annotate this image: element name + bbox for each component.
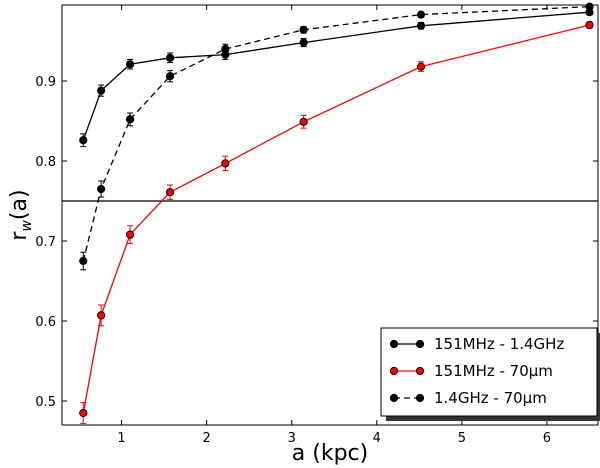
data-point [79, 408, 88, 418]
legend-marker [415, 339, 425, 349]
series-line [82, 24, 590, 414]
y-axis-label-sub: w [19, 220, 35, 232]
data-point [125, 60, 135, 69]
y-axis-label-tail: (a) [7, 189, 32, 220]
x-tick-label: 2 [202, 431, 210, 446]
y-tick-label: 0.8 [35, 155, 56, 170]
data-point [125, 230, 135, 239]
legend-marker [389, 366, 399, 376]
legend-label: 1.4GHz - 70μm [434, 389, 547, 407]
y-tick-label: 0.9 [35, 75, 56, 90]
data-point [165, 188, 175, 197]
x-tick-label: 1 [117, 431, 125, 446]
legend-marker [415, 393, 425, 403]
data-point [416, 62, 426, 71]
data-point [79, 136, 88, 145]
legend-marker [389, 339, 399, 349]
data-point [299, 38, 308, 47]
y-tick-label: 0.5 [35, 395, 56, 410]
x-tick-label: 4 [373, 431, 381, 446]
x-tick-label: 3 [288, 431, 296, 446]
data-point [165, 53, 175, 62]
data-point [416, 10, 426, 19]
data-point [97, 184, 106, 194]
data-point [97, 311, 106, 320]
data-point [79, 256, 88, 266]
legend: 151MHz - 1.4GHz 151MHz - 70μm 1.4GHz - 70μ… [380, 327, 600, 421]
data-point [221, 44, 230, 54]
legend-marker [389, 393, 399, 403]
series-3 [79, 2, 594, 271]
series-2 [79, 20, 594, 424]
series-1 [79, 8, 594, 148]
x-tick-label: 6 [543, 431, 551, 446]
legend-label: 151MHz - 70μm [434, 362, 553, 380]
data-point [221, 159, 230, 168]
series-line [82, 11, 590, 141]
x-tick-label: 5 [458, 431, 466, 446]
y-axis-label-main: r [7, 231, 32, 241]
data-point [299, 117, 308, 126]
legend-marker [415, 366, 425, 376]
x-axis-label: a (kpc) [292, 441, 368, 466]
data-point [299, 25, 308, 34]
y-axis-label: rw(a) [7, 189, 35, 240]
data-point [416, 21, 426, 30]
data-point [165, 72, 175, 81]
legend-label: 151MHz - 1.4GHz [434, 335, 564, 353]
data-point [125, 115, 135, 124]
data-point [97, 86, 106, 95]
data-point [585, 20, 594, 30]
y-tick-label: 0.7 [35, 235, 56, 250]
y-tick-label: 0.6 [35, 315, 56, 330]
data-point [585, 2, 594, 11]
